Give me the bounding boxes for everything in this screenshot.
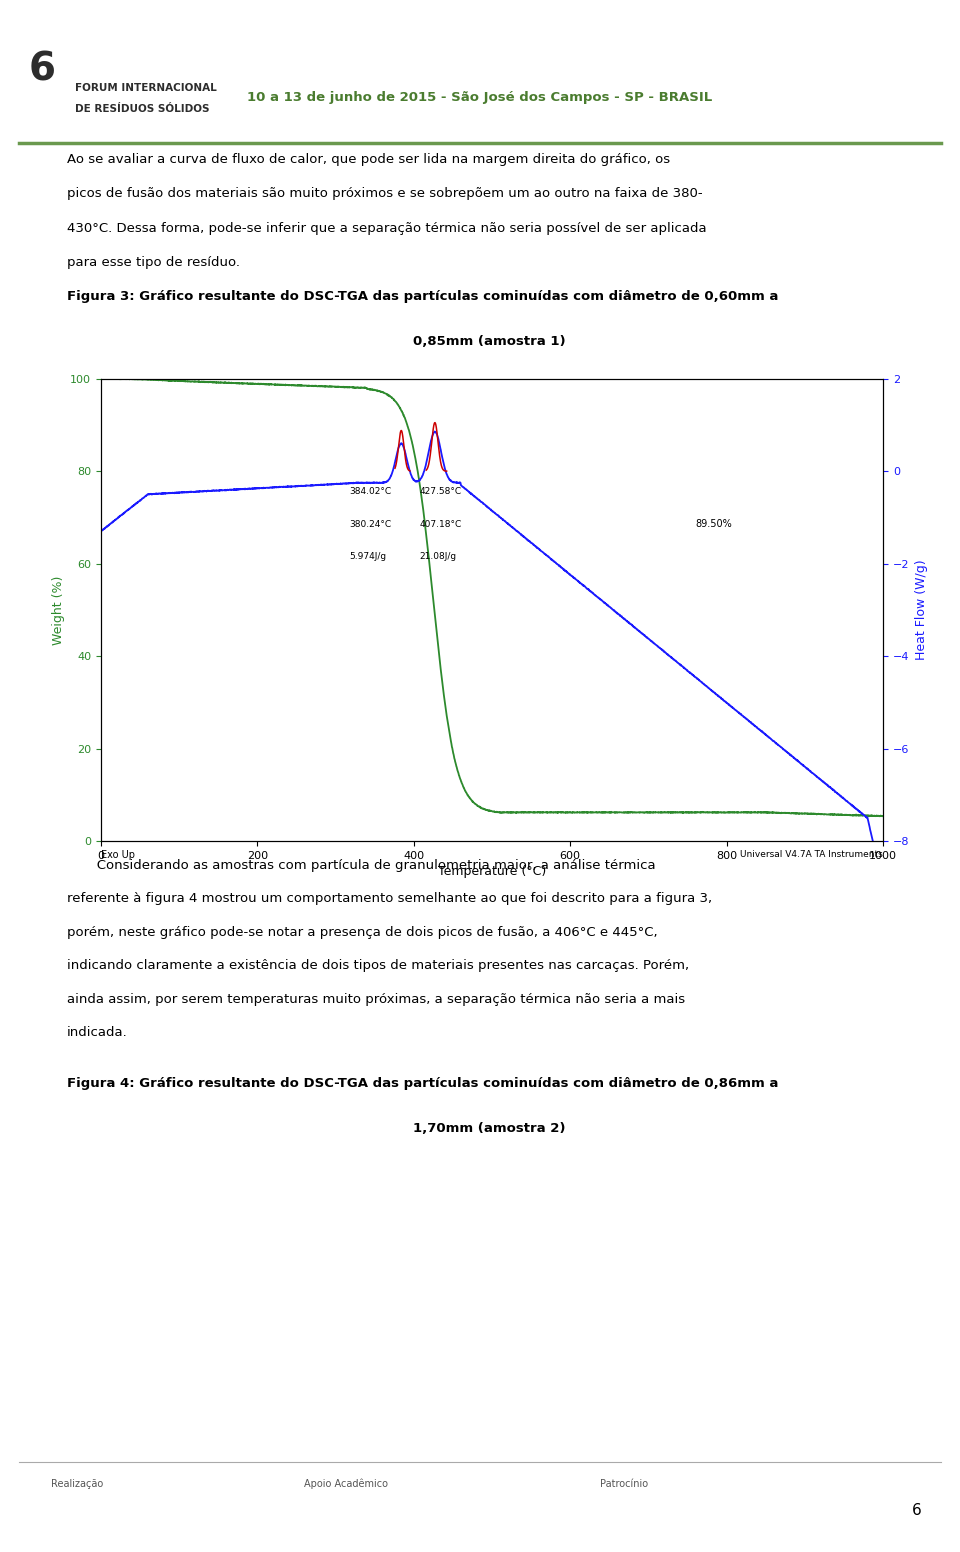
Y-axis label: Weight (%): Weight (%) bbox=[52, 576, 64, 644]
Text: 384.02°C: 384.02°C bbox=[349, 487, 392, 497]
Text: Considerando as amostras com partícula de granulometria maior, a análise térmica: Considerando as amostras com partícula d… bbox=[67, 858, 656, 872]
Text: ainda assim, por serem temperaturas muito próximas, a separação térmica não seri: ainda assim, por serem temperaturas muit… bbox=[67, 993, 685, 1006]
Text: 10 a 13 de junho de 2015 - São José dos Campos - SP - BRASIL: 10 a 13 de junho de 2015 - São José dos … bbox=[248, 92, 712, 104]
Text: Exo Up: Exo Up bbox=[101, 850, 134, 860]
Text: Figura 3: Gráfico resultante do DSC-TGA das partículas cominuídas com diâmetro d: Figura 3: Gráfico resultante do DSC-TGA … bbox=[67, 290, 779, 303]
Text: Universal V4.7A TA Instruments: Universal V4.7A TA Instruments bbox=[740, 850, 883, 860]
Text: referente à figura 4 mostrou um comportamento semelhante ao que foi descrito par: referente à figura 4 mostrou um comporta… bbox=[67, 892, 712, 905]
Text: 407.18°C: 407.18°C bbox=[420, 520, 462, 529]
Text: para esse tipo de resíduo.: para esse tipo de resíduo. bbox=[67, 256, 240, 268]
Text: FORUM INTERNACIONAL: FORUM INTERNACIONAL bbox=[75, 84, 217, 93]
Text: 6: 6 bbox=[29, 51, 56, 88]
Text: 21.08J/g: 21.08J/g bbox=[420, 553, 456, 562]
X-axis label: Temperature (°C): Temperature (°C) bbox=[438, 864, 546, 878]
Text: 6: 6 bbox=[912, 1502, 922, 1518]
Text: 427.58°C: 427.58°C bbox=[420, 487, 462, 497]
Text: 89.50%: 89.50% bbox=[695, 518, 732, 529]
Text: 380.24°C: 380.24°C bbox=[349, 520, 392, 529]
Text: Ao se avaliar a curva de fluxo de calor, que pode ser lida na margem direita do : Ao se avaliar a curva de fluxo de calor,… bbox=[67, 154, 670, 166]
Text: picos de fusão dos materiais são muito próximos e se sobrepõem um ao outro na fa: picos de fusão dos materiais são muito p… bbox=[67, 188, 703, 200]
Text: 0,85mm (amostra 1): 0,85mm (amostra 1) bbox=[414, 335, 565, 349]
Text: DE RESÍDUOS SÓLIDOS: DE RESÍDUOS SÓLIDOS bbox=[75, 104, 209, 113]
Text: 5.974J/g: 5.974J/g bbox=[349, 553, 387, 562]
Text: Figura 4: Gráfico resultante do DSC-TGA das partículas cominuídas com diâmetro d: Figura 4: Gráfico resultante do DSC-TGA … bbox=[67, 1077, 779, 1090]
Text: 1,70mm (amostra 2): 1,70mm (amostra 2) bbox=[414, 1122, 565, 1136]
Text: Realização: Realização bbox=[51, 1479, 103, 1488]
Text: Patrocínio: Patrocínio bbox=[600, 1479, 648, 1488]
Text: Apoio Acadêmico: Apoio Acadêmico bbox=[303, 1479, 388, 1488]
Text: indicada.: indicada. bbox=[67, 1026, 128, 1038]
Y-axis label: Heat Flow (W/g): Heat Flow (W/g) bbox=[915, 560, 928, 660]
Text: porém, neste gráfico pode-se notar a presença de dois picos de fusão, a 406°C e : porém, neste gráfico pode-se notar a pre… bbox=[67, 925, 658, 939]
Text: 430°C. Dessa forma, pode-se inferir que a separação térmica não seria possível d: 430°C. Dessa forma, pode-se inferir que … bbox=[67, 222, 707, 234]
Text: indicando claramente a existência de dois tipos de materiais presentes nas carca: indicando claramente a existência de doi… bbox=[67, 959, 689, 972]
